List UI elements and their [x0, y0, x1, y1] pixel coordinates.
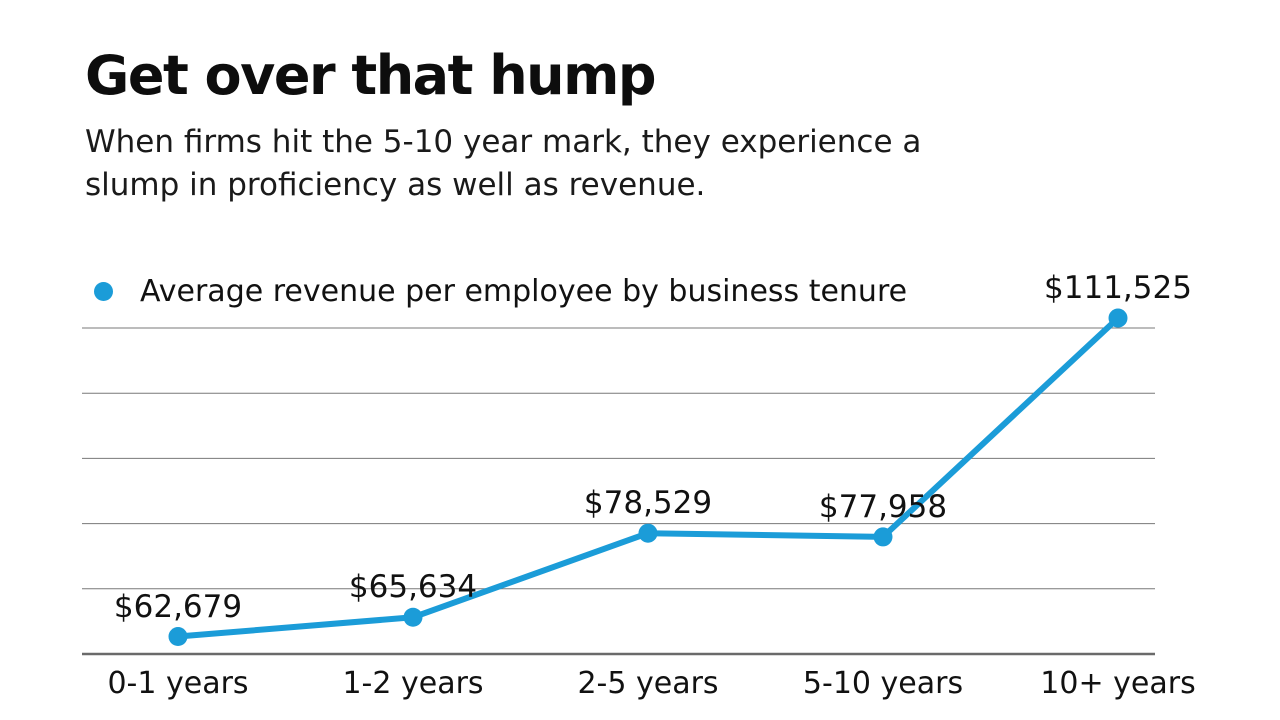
- data-point-marker: [873, 527, 893, 547]
- data-point-marker: [1108, 308, 1128, 328]
- data-point-label: $65,634: [348, 569, 478, 606]
- data-point-marker: [403, 607, 423, 627]
- data-point-label: $78,529: [583, 485, 713, 522]
- data-point-label: $77,958: [818, 488, 948, 525]
- data-point-marker: [168, 627, 188, 647]
- data-point-label: $111,525: [1044, 270, 1192, 307]
- legend-label: Average revenue per employee by business…: [140, 273, 908, 309]
- x-axis-label: 5-10 years: [802, 666, 964, 701]
- x-axis-label: 1-2 years: [342, 666, 484, 701]
- data-point-marker: [638, 523, 658, 543]
- x-axis-label: 2-5 years: [577, 666, 719, 701]
- chart-subtitle: When firms hit the 5-10 year mark, they …: [85, 124, 922, 203]
- chart-title: Get over that hump: [85, 44, 657, 107]
- x-axis-label: 0-1 years: [107, 666, 249, 701]
- legend-dot-icon: [94, 281, 113, 301]
- x-axis-label: 10+ years: [1040, 666, 1196, 701]
- data-point-label: $62,679: [113, 588, 243, 625]
- legend: Average revenue per employee by business…: [94, 272, 907, 310]
